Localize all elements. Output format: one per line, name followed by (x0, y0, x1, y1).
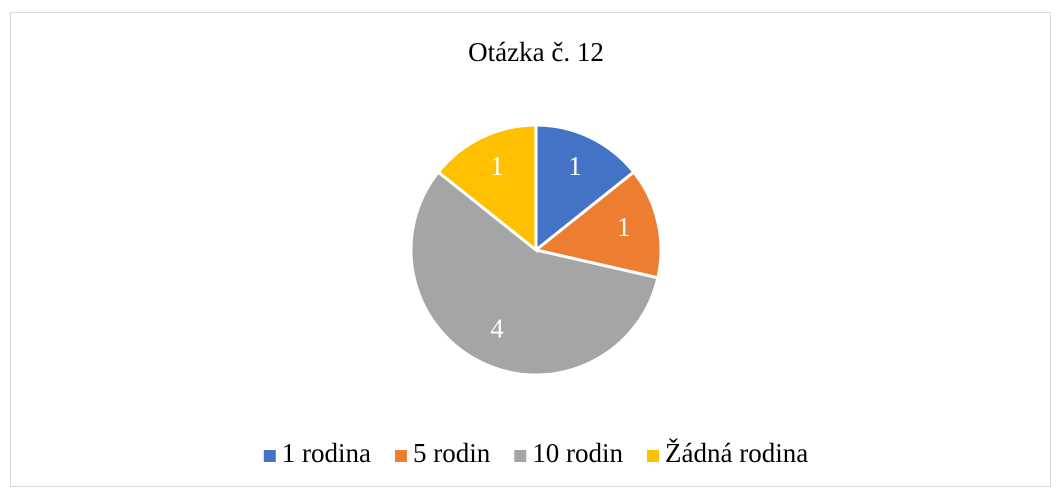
pie-slice (409, 169, 660, 377)
pie-slice (534, 123, 636, 254)
legend-label: 1 rodina (282, 438, 371, 468)
data-label: 4 (490, 313, 504, 343)
legend-label: Žádná rodina (665, 438, 808, 468)
chart-title: Otázka č. 12 (468, 37, 604, 67)
legend-label: 10 rodin (532, 438, 623, 468)
pie-slice (532, 169, 663, 280)
pie-slice (436, 123, 538, 254)
legend-swatch (647, 450, 660, 462)
legend-swatch (263, 450, 276, 462)
legend-label: 5 rodin (413, 438, 491, 468)
legend-swatch (395, 450, 408, 462)
data-label: 1 (617, 212, 631, 242)
legend-swatch (514, 450, 527, 462)
data-label: 1 (490, 151, 504, 181)
data-label: 1 (568, 151, 582, 181)
